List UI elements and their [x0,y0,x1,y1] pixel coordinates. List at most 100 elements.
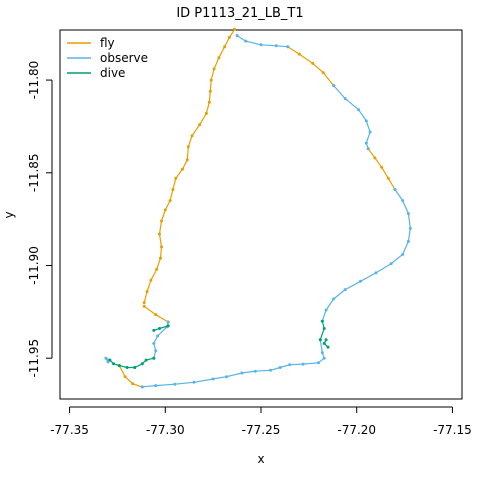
data-point-observe [389,262,393,266]
data-point-observe [152,341,156,345]
data-point-observe [154,349,158,353]
data-point-observe [359,279,362,283]
data-point-fly [142,304,146,308]
data-point-dive [324,338,328,342]
data-point-fly [142,301,146,305]
data-point-observe [173,382,177,386]
data-point-observe [357,108,361,112]
data-point-observe [406,239,410,243]
data-point-dive [322,341,326,345]
data-point-observe [274,44,278,48]
data-point-dive [158,327,161,330]
data-point-fly [168,199,172,203]
data-point-observe [368,130,372,134]
data-point-observe [211,377,215,381]
x-tick-label: -77.20 [337,423,376,437]
data-point-fly [204,111,208,115]
data-point-observe [106,360,110,364]
legend-label-fly: fly [100,36,115,50]
data-point-fly [154,313,158,317]
plot-frame [59,29,463,400]
data-point-dive [140,362,144,366]
data-point-dive [108,358,112,362]
data-point-fly [155,267,159,271]
data-point-fly [233,27,237,31]
data-point-fly [297,52,301,56]
data-point-dive [125,366,129,369]
data-point-fly [145,290,149,293]
data-point-observe [301,362,305,366]
data-point-observe [401,252,405,256]
series-dive [108,319,330,369]
data-point-observe [332,84,336,88]
data-point-dive [112,362,116,366]
data-point-fly [386,176,390,180]
data-point-fly [163,208,167,212]
data-point-dive [133,366,137,369]
data-point-fly [212,67,216,71]
series-fly [117,27,397,389]
data-point-fly [208,89,212,93]
y-tick-label: -11.85 [27,153,41,192]
data-point-fly [160,219,163,223]
x-tick-label: -77.15 [433,423,472,437]
y-tick-label: -11.90 [27,246,41,285]
data-point-observe [166,320,170,324]
y-axis-label: y [2,211,16,218]
data-point-observe [364,141,368,145]
series-observe [104,34,412,389]
data-point-observe [316,361,320,365]
data-point-observe [154,384,158,388]
data-point-observe [374,271,378,275]
data-point-fly [311,61,315,65]
data-point-fly [160,245,163,249]
data-point-fly [174,176,178,180]
legend-label-observe: observe [100,51,148,65]
data-point-observe [240,371,244,375]
chart-title: ID P1113_21_LB_T1 [176,6,303,21]
data-point-observe [401,199,405,203]
data-point-fly [185,158,189,162]
data-point-fly [190,134,194,138]
data-point-observe [322,356,326,360]
data-point-dive [144,358,148,362]
data-point-fly [159,256,162,260]
data-point-fly [227,35,231,39]
data-point-observe [156,334,160,338]
data-point-fly [223,45,227,49]
data-point-fly [123,375,127,379]
data-point-observe [278,366,282,369]
data-point-observe [104,356,108,360]
data-point-fly [380,165,384,169]
legend-label-dive: dive [100,66,125,80]
series-line-observe [142,339,325,388]
data-point-observe [269,368,273,372]
data-point-dive [117,364,121,368]
data-point-dive [166,324,170,328]
data-point-dive [318,338,322,342]
y-tick-label: -11.80 [27,61,41,100]
data-point-dive [152,328,156,332]
data-point-observe [406,212,410,216]
data-point-observe [366,147,370,151]
data-point-fly [181,167,184,171]
data-point-observe [320,351,324,355]
y-axis: -11.80 -11.85 -11.90 -11.95 [27,61,53,378]
x-axis: -77.35 -77.30 -77.25 -77.20 -77.15 [50,406,472,437]
series-line-fly [118,365,143,388]
data-point-fly [321,71,325,75]
data-point-observe [332,297,336,301]
data-point-fly [207,100,211,104]
data-point-dive [322,327,326,330]
data-point-dive [320,319,324,323]
data-point-observe [393,188,397,191]
data-point-observe [259,43,263,47]
data-point-observe [288,363,292,367]
data-point-fly [171,188,175,191]
data-point-fly [198,123,202,127]
x-tick-label: -77.35 [50,423,89,437]
y-tick-label: -11.95 [27,339,41,378]
data-point-observe [225,375,228,379]
